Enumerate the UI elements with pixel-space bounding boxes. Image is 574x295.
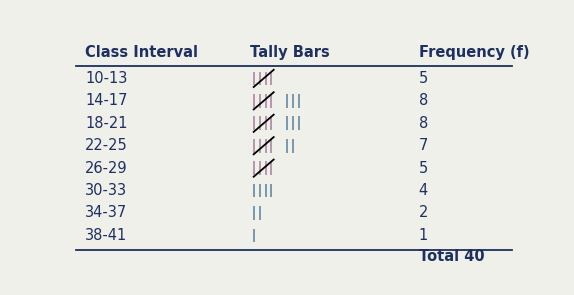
Text: 5: 5	[419, 160, 428, 176]
Text: 30-33: 30-33	[85, 183, 127, 198]
Text: 2: 2	[419, 206, 428, 220]
Text: 14-17: 14-17	[85, 93, 127, 108]
Text: 4: 4	[419, 183, 428, 198]
Text: Frequency (f): Frequency (f)	[419, 45, 529, 60]
Text: Tally Bars: Tally Bars	[250, 45, 329, 60]
Text: 22-25: 22-25	[85, 138, 128, 153]
Text: 1: 1	[419, 228, 428, 243]
Text: 7: 7	[419, 138, 428, 153]
Text: 26-29: 26-29	[85, 160, 128, 176]
Text: 34-37: 34-37	[85, 206, 127, 220]
Text: 8: 8	[419, 116, 428, 131]
Text: 18-21: 18-21	[85, 116, 127, 131]
Text: Class Interval: Class Interval	[85, 45, 198, 60]
Text: 38-41: 38-41	[85, 228, 127, 243]
Text: 5: 5	[419, 71, 428, 86]
Text: 8: 8	[419, 93, 428, 108]
Text: Total 40: Total 40	[419, 249, 484, 264]
Text: 10-13: 10-13	[85, 71, 127, 86]
